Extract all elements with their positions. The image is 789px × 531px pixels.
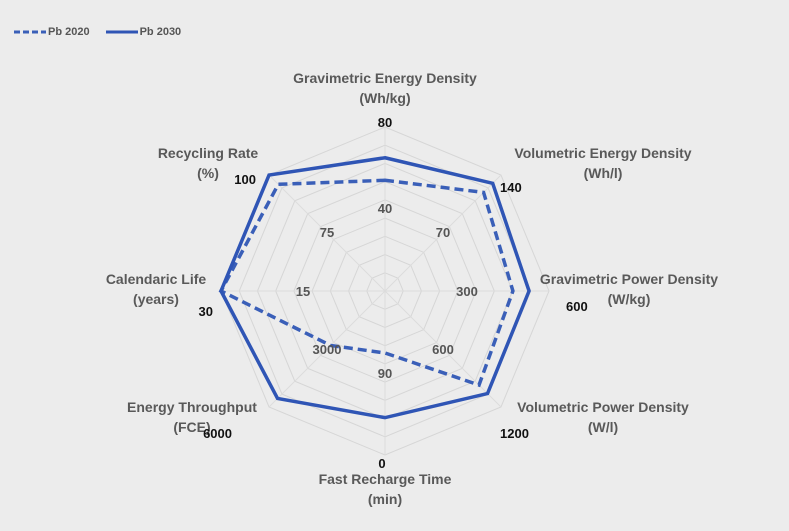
axis-mid-tick: 15	[296, 284, 310, 299]
legend-swatch	[14, 30, 46, 34]
axis-mid-tick: 600	[432, 342, 454, 357]
axis-mid-tick: 300	[456, 284, 478, 299]
legend-swatch	[105, 30, 138, 34]
axis-max-tick: 0	[378, 456, 385, 471]
axis-mid-tick: 90	[378, 366, 392, 381]
axis-label: Energy Throughput (FCE)	[127, 399, 257, 435]
legend-label: Pb 2030	[139, 26, 182, 38]
axis-label: Gravimetric Power Density (W/kg)	[540, 271, 718, 307]
grid-spoke	[384, 174, 502, 292]
axis-max-tick: 30	[199, 304, 213, 319]
axis-mid-tick: 3000	[313, 342, 342, 357]
series-pb-2020	[218, 178, 515, 388]
axis-max-tick: 6000	[203, 426, 232, 441]
axis-label: Calendaric Life (years)	[106, 271, 207, 307]
axis-max-tick: 80	[378, 115, 392, 130]
axis-max-tick: 1200	[500, 426, 529, 441]
axis-label: Volumetric Power Density (W/l)	[517, 399, 689, 435]
axis-max-tick: 140	[500, 180, 522, 195]
axis-label: Volumetric Energy Density (Wh/l)	[514, 145, 691, 181]
axis-mid-tick: 70	[436, 225, 450, 240]
axis-label: Recycling Rate (%)	[158, 145, 259, 181]
grid-spoke	[268, 290, 386, 408]
axis-max-tick: 600	[566, 299, 588, 314]
axis-mid-tick: 75	[320, 225, 334, 240]
axis-max-tick: 100	[234, 172, 256, 187]
grid-spoke	[384, 290, 502, 408]
legend: Pb 2020 Pb 2030	[14, 26, 181, 38]
legend-label: Pb 2020	[48, 26, 90, 38]
axis-mid-tick: 40	[378, 201, 392, 216]
axis-label: Fast Recharge Time (min)	[319, 471, 452, 507]
axis-label: Gravimetric Energy Density (Wh/kg)	[293, 70, 477, 106]
grid-spoke	[268, 174, 386, 292]
legend-item: Pb 2030	[105, 26, 182, 38]
legend-item: Pb 2020	[14, 26, 90, 38]
series-pb-2030	[219, 155, 531, 420]
